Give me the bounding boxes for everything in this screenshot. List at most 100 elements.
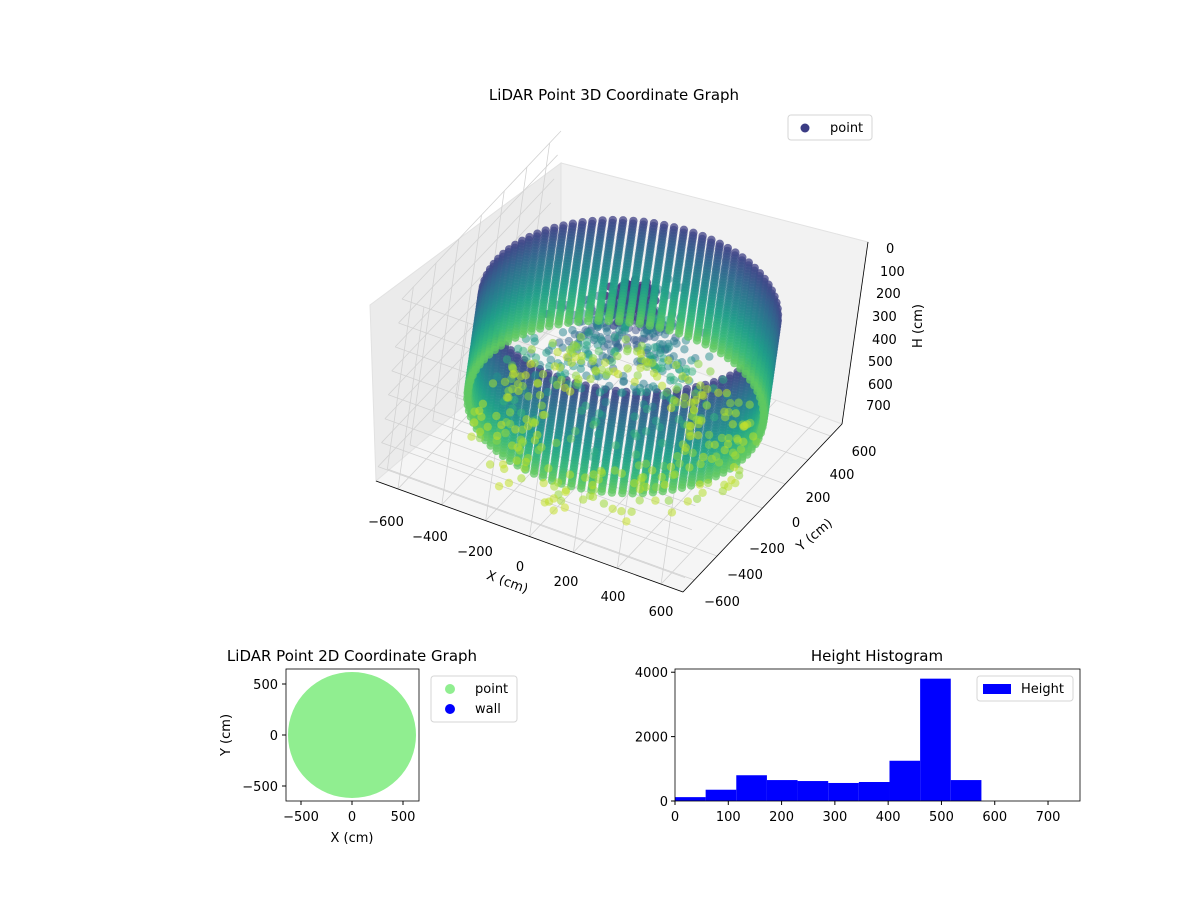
y3d-tick-label: 600 <box>852 445 877 460</box>
plot-3d-point <box>692 336 702 345</box>
plot-3d-point <box>658 438 667 448</box>
plot-2d-legend-marker-point <box>445 684 455 694</box>
plot-3d-point <box>648 466 657 475</box>
plot-3d-point <box>705 352 714 361</box>
plot-3d-point <box>578 495 588 504</box>
plot-3d-point <box>655 323 664 332</box>
plot-3d-legend-label: point <box>830 121 863 136</box>
plot-3d-y-ticks: −600 −400 −200 0 200 400 600 <box>704 445 876 610</box>
histogram-x-tick-label: 500 <box>929 810 954 825</box>
plot-3d-point <box>589 420 598 429</box>
plot-3d-point <box>701 340 710 349</box>
x3d-tick-label: −400 <box>412 530 448 545</box>
plot-3d-point <box>650 343 659 352</box>
z3d-tick-label: 700 <box>866 399 891 414</box>
plot-3d-point <box>664 356 673 365</box>
x3d-tick-label: 400 <box>601 590 626 605</box>
plot-3d-point <box>586 374 595 384</box>
plot-3d-point <box>651 496 660 505</box>
plot-3d-point <box>621 335 631 344</box>
plot-3d-point <box>590 447 599 456</box>
plot-3d-point <box>504 393 513 402</box>
plot-3d-point <box>584 316 593 326</box>
plot-2d: LiDAR Point 2D Coordinate Graph −500 0 5… <box>219 647 518 846</box>
plot-3d-point <box>623 364 632 373</box>
plot-3d-point <box>544 322 554 331</box>
z3d-tick-label: 0 <box>886 242 894 257</box>
plot-3d-legend-box <box>787 114 873 141</box>
histogram-x-tick-label: 100 <box>716 810 741 825</box>
plot-3d-point <box>633 371 642 380</box>
plot-3d-point <box>697 416 706 425</box>
plot-3d-point <box>591 366 600 375</box>
y3d-tick-label: −600 <box>704 595 740 610</box>
plot-3d-z-axis-line <box>841 241 869 425</box>
x3d-tick-label: 600 <box>649 605 674 620</box>
plot-3d-point <box>538 370 548 379</box>
plot-3d-point <box>493 431 502 441</box>
plot-3d-point <box>552 438 561 448</box>
plot-3d-point <box>505 456 515 465</box>
plot-3d-point <box>492 411 501 421</box>
plot-3d-point <box>504 478 514 488</box>
plot-3d-point <box>745 400 754 409</box>
plot-3d-point <box>600 358 610 367</box>
plot-3d-point <box>669 337 679 346</box>
plot-3d-point <box>501 428 510 438</box>
plot-3d-point <box>686 481 696 490</box>
plot-3d-point <box>607 357 617 366</box>
plot-3d-gridline <box>381 442 689 555</box>
histogram-y-tick-label: 2000 <box>635 731 668 746</box>
plot-3d-point <box>687 356 696 365</box>
plot-3d-point <box>502 355 512 364</box>
plot-3d-point <box>556 496 566 505</box>
plot-3d-point <box>484 350 494 359</box>
plot-3d-point <box>588 480 597 490</box>
histogram-bar <box>950 780 982 801</box>
plot-3d-point <box>645 321 654 330</box>
plot-3d-point <box>602 324 611 333</box>
plot-3d-point <box>553 347 562 357</box>
histogram-bar <box>705 789 737 801</box>
plot-3d-point <box>577 484 586 493</box>
plot-3d-point <box>732 434 742 443</box>
plot-3d-point <box>520 464 529 473</box>
histogram-x-ticks: 0 100 200 300 400 500 600 700 <box>671 801 1060 825</box>
plot-3d-x-axis-line <box>375 480 684 593</box>
plot-3d-point <box>527 345 536 354</box>
plot-3d-point <box>659 461 668 471</box>
plot-3d-point <box>543 387 552 397</box>
plot-3d-point <box>641 427 651 436</box>
plot-3d-point <box>493 372 502 381</box>
plot-3d-point <box>475 406 484 415</box>
y3d-tick-label: −400 <box>727 568 763 583</box>
plot-3d-point <box>595 388 605 397</box>
plot-3d-point <box>636 349 646 358</box>
plot-3d-point <box>604 316 613 326</box>
plot-3d-point <box>584 328 593 337</box>
plot-3d-point <box>617 507 626 516</box>
plot-3d-point <box>719 468 728 477</box>
histogram-x-tick-label: 0 <box>671 810 679 825</box>
plot-3d-point <box>535 391 545 400</box>
plot-3d-point <box>681 443 690 452</box>
z3d-tick-label: 500 <box>868 355 893 370</box>
plot-2d-legend-label-point: point <box>475 682 508 697</box>
plot-3d-point <box>731 409 740 418</box>
plot-3d-point <box>599 499 609 508</box>
plot-3d-point <box>731 451 740 460</box>
plot-3d-point <box>734 398 743 407</box>
plot-3d-point <box>660 480 669 489</box>
plot-3d-point <box>728 420 737 429</box>
plot-3d-gridline <box>387 468 695 581</box>
plot-3d-gridline <box>441 322 469 505</box>
plot-3d-point <box>658 487 667 496</box>
histogram-y-tick-label: 4000 <box>635 666 668 681</box>
plot-3d-point <box>699 452 708 462</box>
histogram-bar <box>797 781 829 801</box>
plot-3d-point <box>723 439 733 449</box>
plot-3d-point <box>637 341 646 350</box>
plot-3d-point <box>749 432 758 441</box>
plot-3d-point <box>668 485 677 494</box>
